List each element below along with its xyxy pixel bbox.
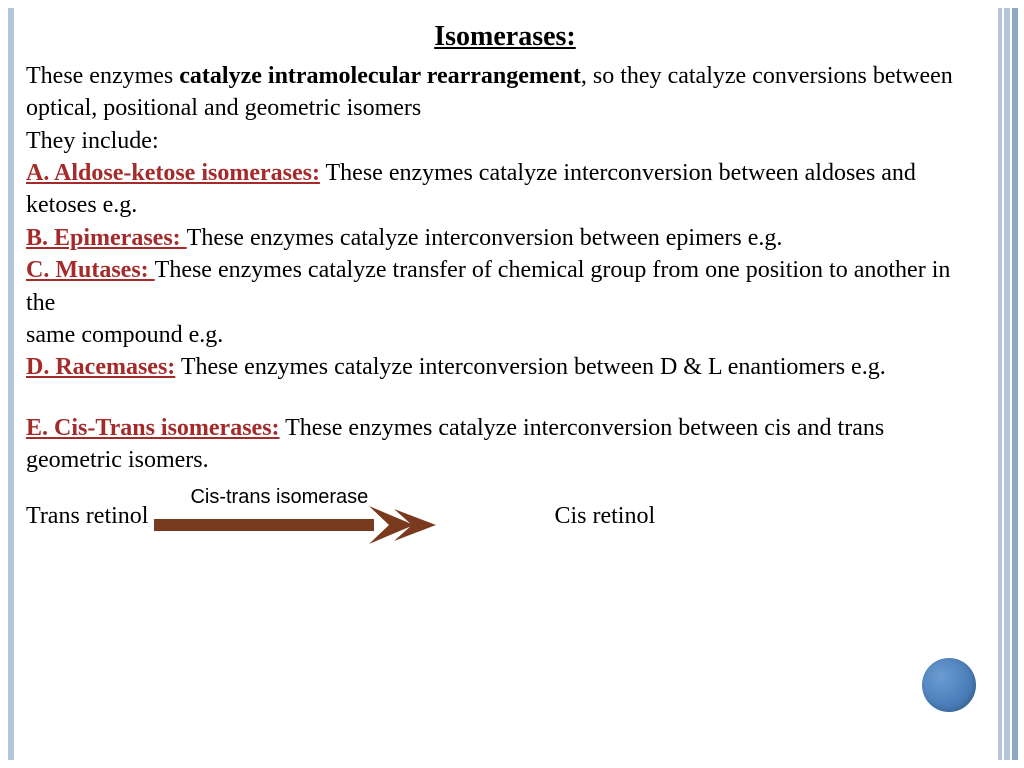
reaction-row: Trans retinol Cis-trans isomerase Cis re… — [26, 486, 984, 546]
item-a-heading: A. Aldose-ketose isomerases: — [26, 160, 320, 186]
item-c-line2: same compound e.g. — [26, 319, 984, 351]
item-d: D. Racemases: These enzymes catalyze int… — [26, 351, 984, 383]
decorative-circle-icon — [922, 658, 976, 712]
item-b: B. Epimerases: These enzymes catalyze in… — [26, 222, 984, 254]
intro-paragraph: These enzymes catalyze intramolecular re… — [26, 60, 984, 125]
slide-border-left — [8, 8, 14, 760]
arrow-icon — [154, 506, 444, 546]
intro-bold: catalyze intramolecular rearrangement — [179, 63, 581, 89]
item-c: C. Mutases: These enzymes catalyze trans… — [26, 254, 984, 319]
intro-pre: These enzymes — [26, 63, 179, 89]
item-b-text: These enzymes catalyze interconversion b… — [187, 225, 783, 251]
reaction-right: Cis retinol — [554, 500, 655, 532]
slide-border-right-3 — [1012, 8, 1018, 760]
item-e: E. Cis-Trans isomerases: These enzymes c… — [26, 412, 984, 477]
item-b-heading: B. Epimerases: — [26, 225, 187, 251]
item-c-heading: C. Mutases: — [26, 257, 155, 283]
include-line: They include: — [26, 125, 984, 157]
page-title: Isomerases: — [26, 18, 984, 56]
item-d-heading: D. Racemases: — [26, 354, 175, 380]
slide-content: Isomerases: These enzymes catalyze intra… — [26, 18, 984, 546]
slide-border-right-2 — [1004, 8, 1010, 760]
item-e-heading: E. Cis-Trans isomerases: — [26, 415, 280, 441]
slide-border-right-1 — [998, 8, 1002, 760]
item-d-text: These enzymes catalyze interconversion b… — [175, 354, 885, 380]
spacer — [26, 384, 984, 412]
item-a: A. Aldose-ketose isomerases: These enzym… — [26, 157, 984, 222]
reaction-left: Trans retinol — [26, 500, 148, 532]
item-c-text: These enzymes catalyze transfer of chemi… — [26, 257, 950, 315]
reaction-arrow: Cis-trans isomerase — [154, 486, 444, 546]
